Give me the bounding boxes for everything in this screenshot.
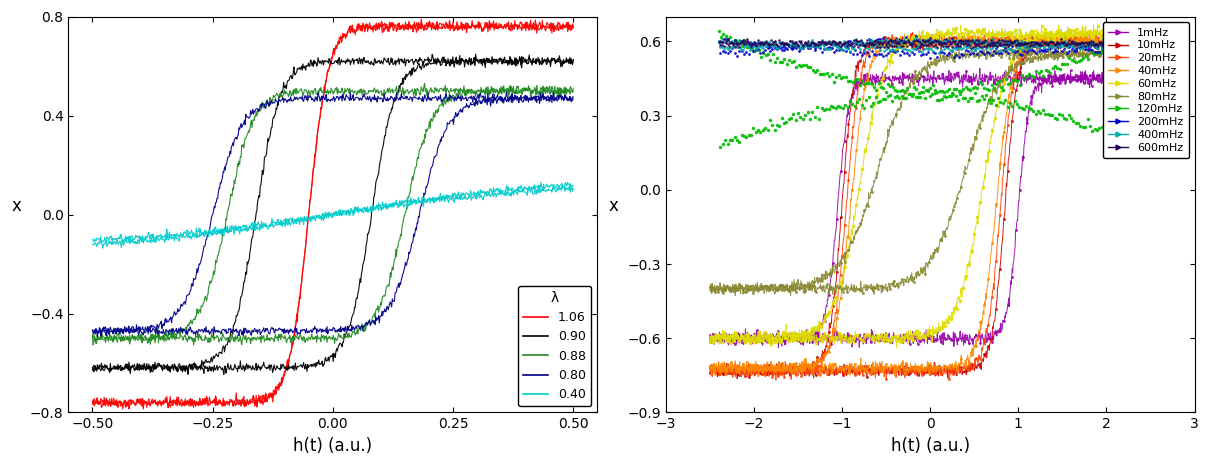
Y-axis label: x: x <box>11 197 21 214</box>
Legend: 1.06, 0.90, 0.88, 0.80, 0.40: 1.06, 0.90, 0.88, 0.80, 0.40 <box>518 286 590 406</box>
Y-axis label: x: x <box>609 197 618 214</box>
Legend: 1mHz, 10mHz, 20mHz, 40mHz, 60mHz, 80mHz, 120mHz, 200mHz, 400mHz, 600mHz: 1mHz, 10mHz, 20mHz, 40mHz, 60mHz, 80mHz,… <box>1102 22 1189 158</box>
X-axis label: h(t) (a.u.): h(t) (a.u.) <box>891 437 969 455</box>
X-axis label: h(t) (a.u.): h(t) (a.u.) <box>293 437 373 455</box>
